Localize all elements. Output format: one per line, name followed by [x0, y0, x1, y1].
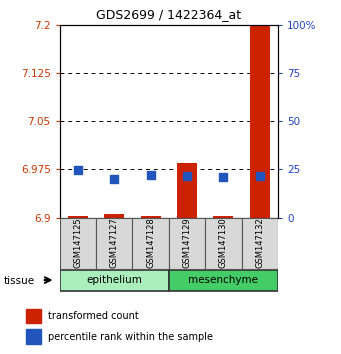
- Text: GSM147130: GSM147130: [219, 217, 228, 268]
- Bar: [27, 330, 41, 344]
- Bar: [132, 218, 169, 269]
- Text: percentile rank within the sample: percentile rank within the sample: [48, 332, 213, 342]
- Text: epithelium: epithelium: [86, 275, 142, 285]
- Text: GSM147127: GSM147127: [110, 217, 119, 268]
- Bar: [27, 309, 41, 323]
- Title: GDS2699 / 1422364_at: GDS2699 / 1422364_at: [96, 8, 241, 21]
- Text: GSM147129: GSM147129: [182, 217, 192, 268]
- Text: GSM147132: GSM147132: [255, 217, 264, 268]
- Bar: [241, 218, 278, 269]
- Bar: [213, 216, 233, 218]
- Text: GSM147128: GSM147128: [146, 217, 155, 268]
- Bar: [169, 218, 205, 269]
- Point: [184, 173, 190, 179]
- Bar: [177, 163, 197, 218]
- Point: [112, 176, 117, 182]
- Point: [221, 175, 226, 180]
- Point: [257, 173, 263, 178]
- Text: GSM147125: GSM147125: [73, 217, 83, 268]
- Text: transformed count: transformed count: [48, 312, 139, 321]
- Bar: [205, 218, 241, 269]
- Bar: [96, 218, 132, 269]
- Bar: [104, 215, 124, 218]
- Point: [148, 172, 153, 178]
- Bar: [169, 270, 278, 291]
- Bar: [250, 25, 270, 218]
- Text: mesenchyme: mesenchyme: [188, 275, 258, 285]
- Bar: [60, 270, 169, 291]
- Text: tissue: tissue: [3, 275, 34, 286]
- Point: [75, 167, 80, 173]
- Bar: [60, 218, 96, 269]
- Bar: [68, 216, 88, 218]
- Bar: [140, 216, 161, 218]
